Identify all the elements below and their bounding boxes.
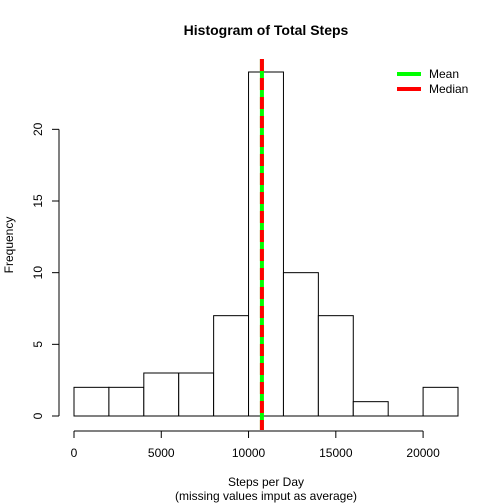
histogram-bar (282, 272, 319, 417)
histogram-bar (178, 372, 215, 417)
y-tick-label: 5 (31, 341, 45, 348)
bars-group (73, 71, 459, 417)
y-axis-label: Frequency (2, 217, 16, 274)
legend-label-mean: Mean (429, 67, 459, 81)
x-tick-label: 20000 (406, 446, 440, 460)
y-tick-label: 10 (31, 266, 45, 280)
chart-title: Histogram of Total Steps (184, 22, 349, 38)
x-axis: 0 5000 10000 15000 20000 (71, 430, 440, 460)
y-tick-label: 0 (31, 412, 45, 419)
y-axis: 0 5 10 15 20 (31, 122, 60, 419)
x-axis-label-line2: (missing values imput as average) (175, 489, 357, 503)
y-tick-label: 15 (31, 194, 45, 208)
histogram-bar (143, 372, 180, 417)
histogram-bar (73, 386, 110, 417)
histogram-bar (352, 401, 389, 417)
histogram-bar (422, 386, 459, 417)
histogram-bar (108, 386, 145, 417)
histogram-bar (317, 315, 354, 417)
histogram-bar (248, 71, 284, 417)
y-tick-label: 20 (31, 122, 45, 136)
x-tick-label: 15000 (319, 446, 353, 460)
x-axis-label: Steps per Day (228, 475, 304, 489)
histogram-bar (213, 315, 250, 417)
legend-label-median: Median (429, 82, 468, 96)
x-tick-label: 10000 (232, 446, 266, 460)
x-tick-label: 5000 (148, 446, 175, 460)
x-tick-label: 0 (71, 446, 78, 460)
